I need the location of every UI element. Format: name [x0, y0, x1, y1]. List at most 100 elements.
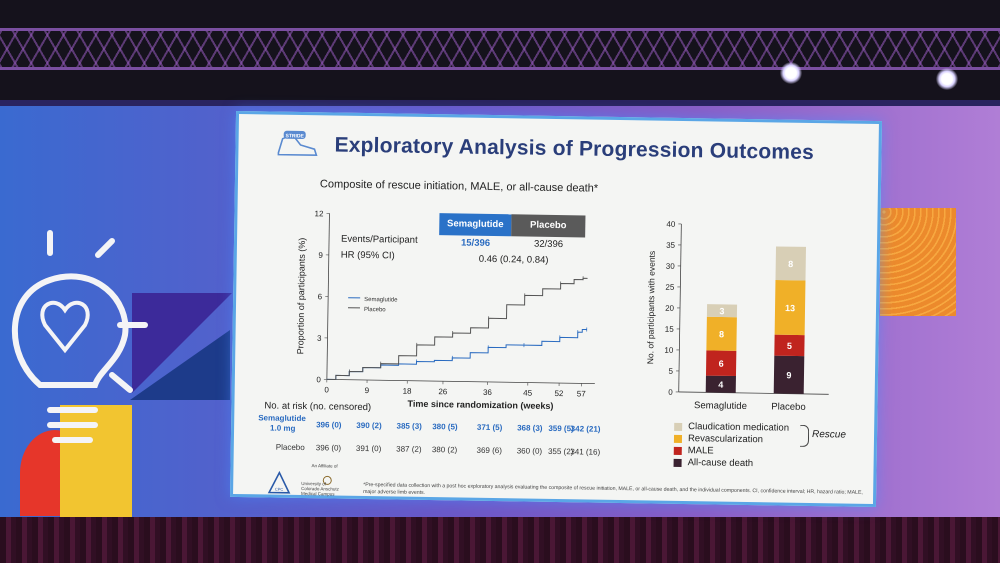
- screen-frame-top: [0, 100, 1000, 106]
- at-risk-cell: 371 (5): [476, 422, 503, 433]
- km-inline-legend: Semaglutide Placebo: [347, 297, 398, 313]
- km-lines: [326, 276, 588, 381]
- bar-segment: [773, 355, 805, 394]
- legend-swatch: [674, 422, 683, 431]
- stage-spotlight: [936, 68, 958, 90]
- x-axis-line: [678, 391, 829, 395]
- y-tick-label: 40: [666, 220, 676, 229]
- at-risk-cell: 341 (16): [570, 447, 601, 457]
- at-risk-header: No. at risk (no. censored): [264, 400, 372, 414]
- y-tick-label: 10: [664, 346, 674, 355]
- legend-semaglutide: Semaglutide: [364, 297, 398, 304]
- x-tick-label: 45: [523, 388, 533, 397]
- legend-button-semaglutide: Semaglutide: [439, 213, 512, 237]
- y-tick-label: 0: [316, 375, 321, 384]
- at-risk-cell: 342 (21): [570, 424, 601, 434]
- legend-label: Revascularization: [687, 433, 764, 446]
- x-tick-label: 57: [577, 389, 587, 398]
- x-tick-label: 26: [438, 387, 448, 396]
- at-risk-cell: 396 (0): [315, 443, 342, 453]
- y-tick-label: 9: [318, 251, 323, 260]
- at-risk-cell: 369 (6): [476, 445, 502, 456]
- at-risk-cell: 380 (2): [431, 445, 458, 455]
- x-category-label: Placebo: [771, 401, 806, 413]
- slide-subtitle: Composite of rescue initiation, MALE, or…: [319, 178, 599, 195]
- x-tick-label: 52: [554, 389, 564, 398]
- rescue-label: Rescue: [811, 429, 847, 441]
- affiliate-label: An Affiliate of: [311, 463, 338, 469]
- bar-segment: [706, 304, 738, 318]
- logo-text: STRIDE: [285, 133, 304, 139]
- stage-spotlight: [780, 62, 802, 84]
- rescue-bracket: [799, 424, 810, 447]
- bar-legend: Claudication medication Revascularization…: [673, 421, 790, 471]
- lightbulb-heart-icon: [11, 230, 148, 443]
- at-risk-cell: 380 (5): [432, 422, 458, 432]
- decor-orange-dotted-block: [880, 208, 956, 316]
- km-line-placebo: [326, 277, 588, 381]
- x-tick-label: 0: [324, 385, 329, 394]
- x-tick-label: 9: [365, 386, 370, 395]
- x-axis-title: Time since randomization (weeks): [407, 399, 553, 411]
- y-tick-label: 3: [317, 334, 322, 343]
- bar-segment: [706, 316, 737, 351]
- at-risk-cell: 387 (2): [396, 444, 422, 454]
- legend-placebo: Placebo: [364, 307, 386, 313]
- legend-item: All-cause death: [673, 457, 789, 471]
- y-tick-label: 15: [665, 325, 675, 334]
- bar-value-label: 4: [718, 380, 723, 390]
- stage-curtain: [0, 517, 1000, 563]
- y-tick-label: 35: [666, 241, 676, 250]
- bar-segment: [705, 350, 737, 377]
- hr-value: 0.46 (0.24, 0.84): [478, 253, 549, 266]
- legend-label: Claudication medication: [688, 421, 790, 434]
- truss-lattice: [0, 28, 1000, 70]
- x-axis-line: [326, 379, 595, 385]
- y-tick-label: 25: [665, 283, 675, 292]
- y-axis-title: No. of participants with events: [645, 251, 657, 365]
- slide-footnote: *Pre-specified data collection with a po…: [363, 481, 863, 496]
- y-tick-label: 12: [314, 209, 324, 218]
- x-tick-label: 36: [483, 388, 493, 397]
- y-tick-label: 5: [669, 367, 674, 376]
- legend-label: MALE: [687, 445, 714, 457]
- at-risk-cell: 360 (0): [516, 446, 543, 456]
- stride-shoe-logo: STRIDE: [277, 130, 318, 157]
- bar-value-label: 8: [788, 259, 793, 269]
- bar-value-label: 5: [787, 341, 792, 351]
- legend-swatch: [673, 446, 682, 455]
- at-risk-cell: 390 (2): [356, 420, 382, 431]
- y-tick-label: 6: [318, 292, 323, 301]
- bar-segment: [774, 280, 806, 336]
- legend-swatch: [673, 434, 683, 443]
- bar-value-label: 8: [719, 329, 724, 339]
- events-semaglutide: 15/396: [460, 237, 491, 249]
- presentation-slide: STRIDE Exploratory Analysis of Progressi…: [230, 110, 882, 508]
- bar-segment: [774, 334, 805, 357]
- at-risk-cell: 385 (3): [396, 421, 422, 431]
- bar-segment: [705, 375, 736, 393]
- x-category-label: Semaglutide: [694, 400, 747, 412]
- university-name: University of Colorado Anschutz Medical …: [301, 481, 339, 497]
- events-label: Events/Participant: [340, 233, 418, 246]
- at-risk-cell: 391 (0): [355, 443, 382, 454]
- at-risk-placebo-label: Placebo: [275, 442, 305, 453]
- stage-truss: [0, 0, 1000, 100]
- decor-triangle: [130, 330, 230, 400]
- km-line-semaglutide: [326, 328, 587, 381]
- bar-stacks: 4 6 8 3 9 5 13 8: [705, 246, 807, 394]
- at-risk-cell: 368 (3): [517, 423, 543, 433]
- cpc-logo-text: CPC: [275, 487, 284, 492]
- bar-value-label: 3: [719, 306, 724, 316]
- legend-label: All-cause death: [687, 457, 754, 470]
- at-risk-cell: 396 (0): [316, 420, 342, 430]
- x-tick-label: 18: [403, 387, 413, 396]
- y-tick-label: 20: [665, 304, 675, 313]
- hr-label: HR (95% CI): [340, 249, 395, 262]
- events-placebo: 32/396: [533, 238, 564, 251]
- bar-value-label: 6: [719, 359, 724, 369]
- y-tick-label: 0: [668, 388, 673, 397]
